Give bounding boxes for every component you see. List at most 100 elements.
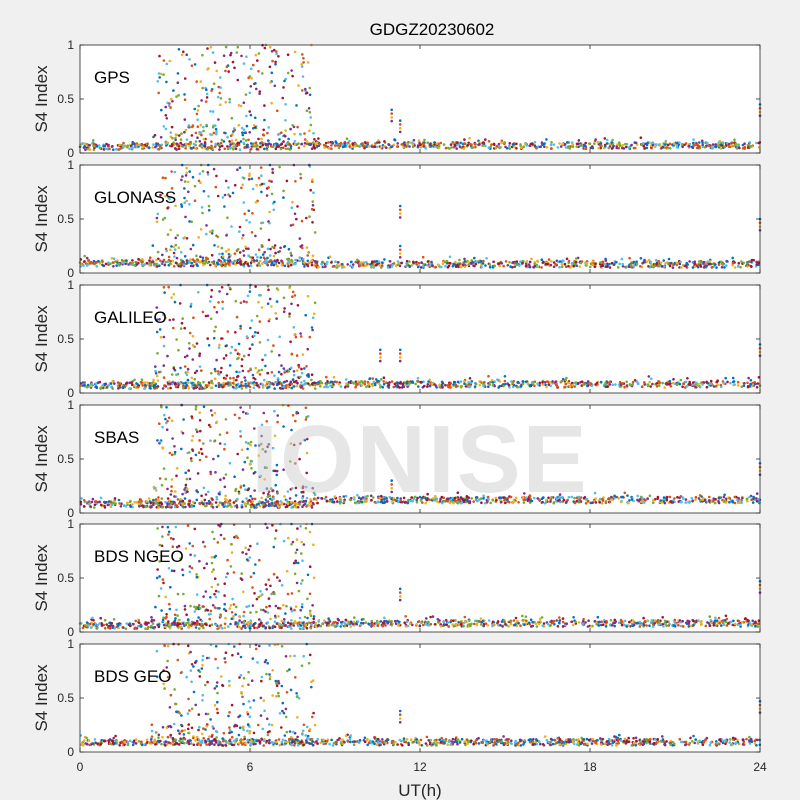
data-point bbox=[444, 146, 448, 150]
data-point bbox=[361, 144, 365, 148]
data-point bbox=[341, 262, 344, 266]
data-point bbox=[226, 330, 230, 333]
data-point bbox=[291, 74, 294, 78]
data-point bbox=[165, 62, 169, 66]
data-point bbox=[249, 264, 253, 267]
data-point bbox=[411, 145, 415, 148]
data-point bbox=[708, 495, 711, 499]
data-point bbox=[241, 234, 245, 237]
data-point bbox=[552, 265, 556, 269]
data-point bbox=[228, 364, 232, 367]
data-point bbox=[247, 353, 251, 357]
data-point bbox=[164, 114, 168, 117]
data-point bbox=[215, 358, 218, 362]
data-point bbox=[226, 382, 230, 386]
data-point bbox=[214, 384, 218, 388]
data-point bbox=[266, 302, 270, 306]
data-point bbox=[497, 386, 500, 389]
data-point bbox=[154, 372, 158, 375]
data-point bbox=[198, 354, 201, 358]
data-point bbox=[126, 145, 129, 149]
data-point bbox=[474, 145, 477, 149]
data-point bbox=[447, 146, 450, 150]
data-point bbox=[755, 263, 758, 266]
data-point bbox=[552, 261, 556, 264]
data-point bbox=[253, 334, 256, 338]
data-point bbox=[214, 264, 217, 267]
data-point bbox=[176, 81, 180, 84]
data-point bbox=[187, 124, 191, 127]
data-point bbox=[291, 290, 295, 294]
data-point bbox=[121, 261, 125, 265]
data-point bbox=[206, 337, 209, 340]
data-point bbox=[233, 252, 237, 255]
data-point bbox=[377, 380, 380, 383]
data-point bbox=[200, 494, 203, 498]
data-point bbox=[267, 381, 271, 385]
data-point bbox=[243, 131, 247, 135]
data-point bbox=[608, 266, 612, 269]
data-point bbox=[201, 310, 205, 314]
data-point bbox=[207, 381, 211, 384]
data-point bbox=[749, 378, 753, 382]
y-tick-label: 0.5 bbox=[57, 452, 74, 466]
data-point bbox=[170, 419, 174, 423]
data-point bbox=[751, 384, 754, 388]
data-point bbox=[269, 247, 272, 251]
data-point bbox=[110, 385, 113, 389]
data-point bbox=[128, 387, 131, 390]
plot-area bbox=[80, 285, 760, 393]
data-point bbox=[425, 263, 429, 267]
data-point bbox=[239, 140, 243, 143]
plot-area bbox=[80, 165, 760, 273]
data-point bbox=[608, 380, 612, 384]
data-point bbox=[505, 146, 509, 150]
data-point bbox=[757, 376, 761, 379]
data-point bbox=[448, 261, 452, 265]
data-point bbox=[202, 405, 206, 409]
data-point bbox=[446, 384, 449, 387]
data-point bbox=[187, 387, 191, 390]
data-point bbox=[225, 344, 228, 347]
data-point bbox=[635, 262, 639, 266]
data-point bbox=[210, 253, 214, 257]
data-point bbox=[304, 313, 308, 317]
data-point bbox=[724, 376, 727, 380]
data-point bbox=[549, 384, 552, 388]
data-point bbox=[428, 264, 432, 267]
data-point bbox=[190, 459, 193, 463]
data-point bbox=[243, 501, 246, 505]
data-point bbox=[214, 127, 218, 131]
data-point bbox=[732, 380, 735, 384]
data-point bbox=[303, 145, 306, 148]
data-point bbox=[222, 357, 226, 360]
data-point bbox=[293, 333, 296, 337]
data-point bbox=[647, 265, 650, 268]
data-point bbox=[269, 81, 272, 84]
data-point bbox=[206, 148, 209, 151]
data-point bbox=[731, 261, 735, 265]
data-point bbox=[131, 143, 134, 146]
data-point bbox=[518, 264, 521, 267]
data-point bbox=[463, 260, 467, 263]
data-point bbox=[533, 140, 537, 144]
data-point bbox=[428, 498, 431, 502]
data-point bbox=[224, 45, 228, 49]
data-point bbox=[720, 262, 724, 266]
data-point bbox=[255, 259, 259, 262]
data-point bbox=[124, 262, 128, 266]
data-point bbox=[380, 261, 384, 265]
data-point bbox=[209, 263, 212, 267]
data-point bbox=[371, 260, 374, 264]
data-point bbox=[205, 123, 208, 127]
data-point bbox=[206, 314, 210, 318]
data-point bbox=[636, 498, 639, 502]
data-point bbox=[463, 380, 466, 383]
y-tick-label: 1 bbox=[67, 38, 74, 52]
data-point bbox=[692, 138, 695, 141]
data-point bbox=[170, 489, 173, 493]
data-point bbox=[398, 123, 402, 126]
data-point bbox=[185, 237, 189, 240]
data-point bbox=[265, 380, 269, 384]
data-point bbox=[698, 141, 701, 144]
